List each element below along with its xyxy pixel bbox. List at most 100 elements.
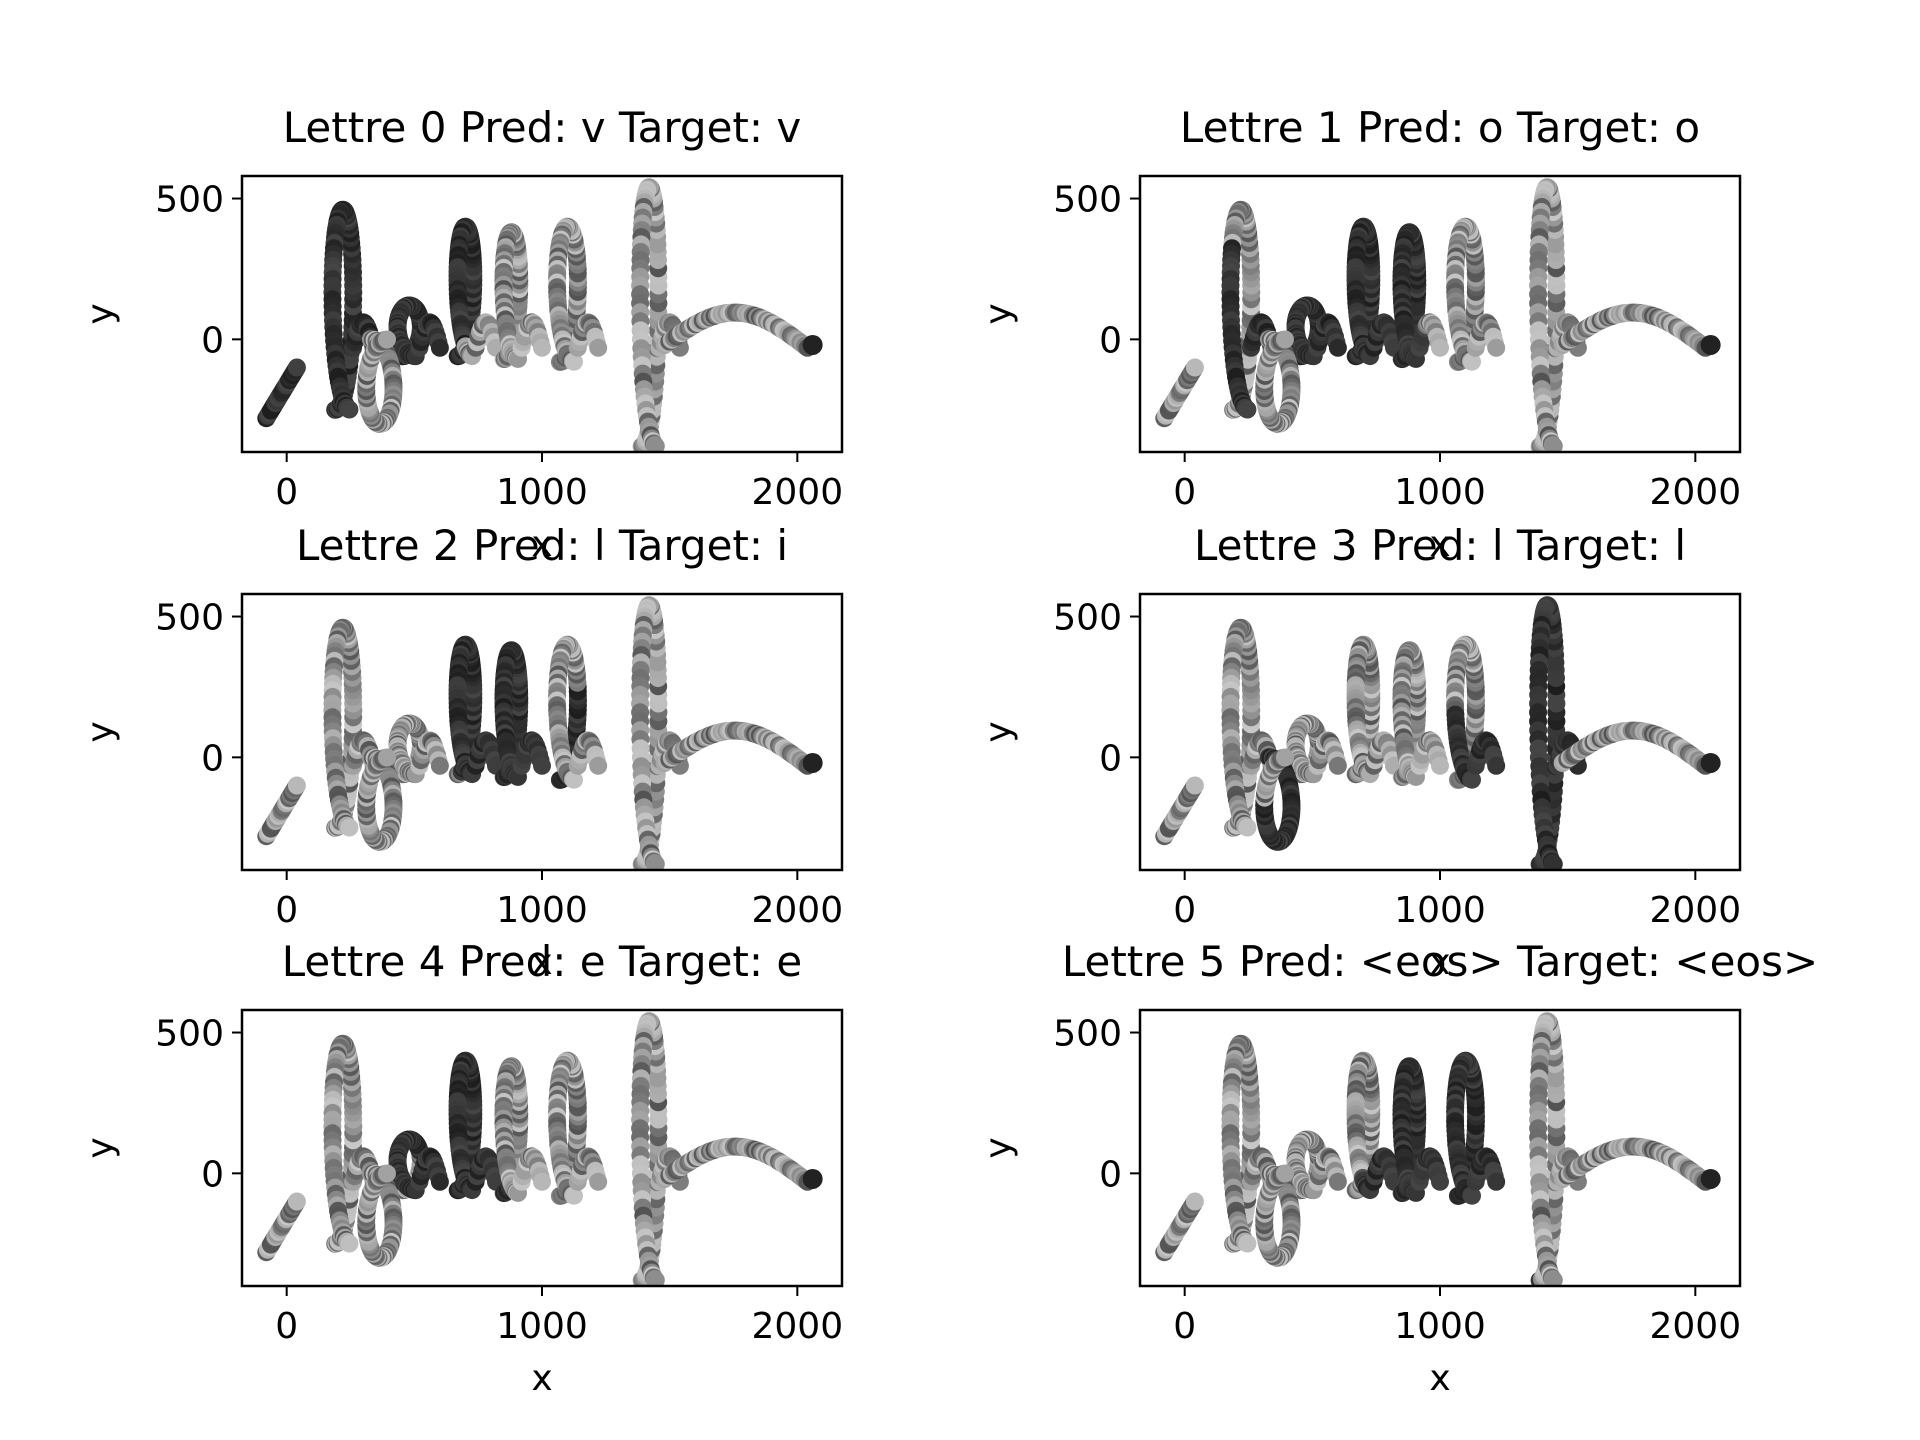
- subplot-title: Lettre 4 Pred: e Target: e: [282, 937, 802, 986]
- y-tick-label: 500: [155, 180, 224, 221]
- y-tick-label: 0: [1099, 320, 1122, 361]
- y-tick-label: 500: [155, 598, 224, 639]
- scatter-point: [646, 437, 665, 452]
- x-tick-label: 0: [275, 1306, 298, 1347]
- y-axis-label: y: [80, 721, 121, 742]
- subplot-0: Lettre 0 Pred: v Target: v0 1000 20005000x…: [80, 103, 844, 565]
- scatter-point: [646, 1271, 665, 1286]
- x-axis-label: x: [531, 942, 552, 983]
- end-point: [1700, 334, 1721, 355]
- scatter-point: [1431, 1172, 1449, 1191]
- scatter-point: [1238, 400, 1257, 419]
- scatter-point: [1544, 855, 1563, 870]
- scatter-point: [1328, 756, 1347, 775]
- scatter-point: [533, 1172, 551, 1191]
- end-point: [802, 752, 823, 773]
- scatter-point: [340, 400, 359, 419]
- y-axis-label: y: [80, 303, 121, 324]
- x-tick-label: 2000: [1650, 1306, 1742, 1347]
- scatter-points: [1155, 596, 1721, 870]
- scatter-point: [1487, 338, 1506, 357]
- scatter-point: [1185, 776, 1204, 795]
- scatter-point: [430, 338, 449, 357]
- scatter-point: [565, 770, 583, 789]
- scatter-point: [378, 1164, 396, 1183]
- y-tick-label: 0: [201, 738, 224, 779]
- subplot-3: Lettre 3 Pred: l Target: l 0 1000 2000 500 0 x…: [978, 521, 1742, 983]
- x-axis-label: x: [1429, 942, 1450, 983]
- scatter-point: [1463, 352, 1481, 371]
- scatter-points: [1155, 1012, 1721, 1286]
- scatter-point: [533, 756, 551, 775]
- scatter-point: [1431, 338, 1449, 357]
- x-tick-label: 2000: [1650, 890, 1742, 931]
- y-axis-label: y: [80, 1137, 121, 1158]
- scatter-point: [430, 756, 449, 775]
- scatter-point: [1544, 1271, 1563, 1286]
- end-point: [802, 1168, 823, 1189]
- end-point: [1700, 752, 1721, 773]
- scatter-point: [565, 352, 583, 371]
- subplot-5: Lettre 5 Pred: <eos> Target: <eos> 0 1000 2…: [978, 937, 1818, 1399]
- scatter-point: [1185, 1192, 1204, 1211]
- subplot-title: Lettre 3 Pred: l Target: l: [1194, 521, 1686, 570]
- x-axis-label: x: [531, 524, 552, 565]
- subplot-1: Lettre 1 Pred: o Target: o0 1000 20005000x…: [978, 103, 1742, 565]
- x-tick-label: 1000: [1394, 890, 1486, 931]
- y-axis-label: y: [978, 1137, 1019, 1158]
- scatter-point: [287, 1192, 306, 1211]
- scatter-point: [589, 756, 608, 775]
- y-tick-label: 500: [1053, 598, 1122, 639]
- subplot-4: Lettre 4 Pred: e Target: e 0 1000 2000 500 0 x…: [80, 937, 844, 1399]
- scatter-point: [1487, 756, 1506, 775]
- x-tick-label: 1000: [496, 890, 588, 931]
- subplot-title: Lettre 1 Pred: o Target: o: [1180, 103, 1700, 152]
- scatter-points: [1155, 178, 1721, 452]
- scatter-point: [1276, 330, 1294, 349]
- x-axis-label: x: [531, 1358, 552, 1399]
- x-tick-label: 0: [275, 890, 298, 931]
- scatter-point: [1185, 358, 1204, 377]
- scatter-points: [257, 596, 823, 870]
- scatter-point: [430, 1172, 449, 1191]
- x-tick-label: 1000: [1394, 472, 1486, 513]
- y-tick-label: 500: [1053, 180, 1122, 221]
- subplot-title: Lettre 2 Pred: l Target: i: [296, 521, 788, 570]
- y-tick-label: 500: [155, 1014, 224, 1055]
- x-tick-label: 0: [1173, 890, 1196, 931]
- scatter-point: [1487, 1172, 1506, 1191]
- y-tick-label: 0: [201, 1154, 224, 1195]
- scatter-point: [287, 358, 306, 377]
- x-tick-label: 0: [1173, 1306, 1196, 1347]
- x-tick-label: 2000: [752, 472, 844, 513]
- end-point: [802, 334, 823, 355]
- subplot-title: Lettre 5 Pred: <eos> Target: <eos>: [1062, 937, 1818, 986]
- scatter-point: [1328, 338, 1347, 357]
- y-tick-label: 0: [1099, 738, 1122, 779]
- scatter-point: [1238, 1234, 1257, 1253]
- scatter-point: [1238, 818, 1257, 837]
- scatter-point: [340, 818, 359, 837]
- x-tick-label: 2000: [752, 1306, 844, 1347]
- scatter-point: [1463, 1186, 1481, 1205]
- x-tick-label: 0: [275, 472, 298, 513]
- x-tick-label: 1000: [496, 1306, 588, 1347]
- y-tick-label: 500: [1053, 1014, 1122, 1055]
- x-tick-label: 1000: [1394, 1306, 1486, 1347]
- scatter-point: [565, 1186, 583, 1205]
- scatter-point: [1463, 770, 1481, 789]
- scatter-point: [533, 338, 551, 357]
- subplot-title: Lettre 0 Pred: v Target: v: [283, 103, 801, 152]
- scatter-point: [340, 1234, 359, 1253]
- scatter-point: [287, 776, 306, 795]
- subplot-2: Lettre 2 Pred: l Target: i0 1000 20005000x…: [80, 521, 844, 983]
- scatter-point: [1328, 1172, 1347, 1191]
- x-tick-label: 0: [1173, 472, 1196, 513]
- x-tick-label: 2000: [1650, 472, 1742, 513]
- scatter-point: [589, 338, 608, 357]
- scatter-point: [646, 855, 665, 870]
- scatter-point: [378, 748, 396, 767]
- scatter-point: [1544, 437, 1563, 452]
- end-point: [1700, 1168, 1721, 1189]
